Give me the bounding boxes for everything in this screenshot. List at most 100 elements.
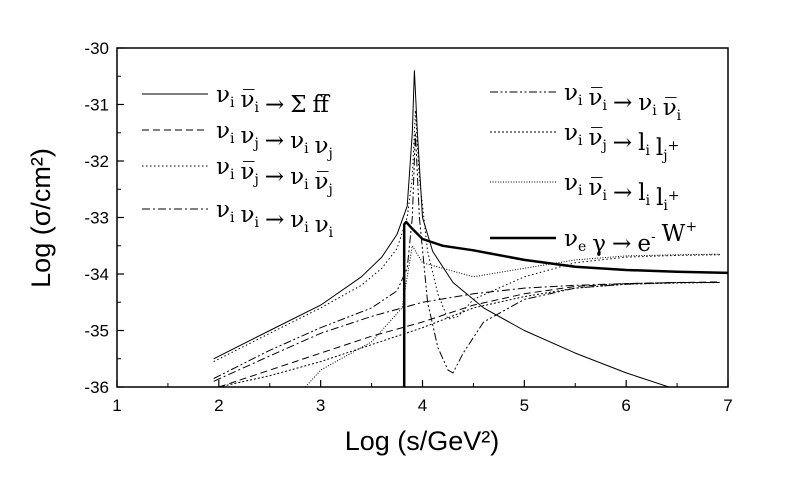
legend-symbol: → [612,231,631,257]
series-layer [213,70,728,387]
x-tick-label: 3 [316,396,325,415]
legend-subscript: i [602,188,607,204]
y-tick-label: -30 [84,39,109,58]
legend-symbol: ν̅ [315,169,329,195]
legend-symbol: ν [216,197,230,223]
legend-symbol: ν [315,133,329,159]
legend-entry-s3: νi ν̅j → νi ν̅j [142,154,333,198]
legend-subscript: j [327,146,333,162]
x-tick-label: 6 [621,396,630,415]
legend-entry-s5: νi ν̅i → νi ν̅i [490,80,682,124]
legend-subscript: i [304,220,309,236]
legend-symbol: ν̅ [588,85,602,111]
legend-entry-s1: νiν̅i→Σff̅ [142,82,330,118]
legend-symbol: ν [564,170,578,196]
legend-subscript: i [329,225,334,241]
legend-symbol: ν̅ [240,87,254,113]
legend-symbol: l [656,135,663,161]
y-tick-label: -31 [84,96,109,115]
legend-symbol: ν [290,164,304,190]
legend-symbol: Σ [290,92,306,118]
x-tick-label: 1 [112,396,121,415]
legend-subscript: i [304,141,309,157]
x-tick-label: 5 [520,396,529,415]
legend-subscript: i [254,100,259,116]
legend-symbol: W [662,221,686,247]
legend-subscript: i [578,183,583,199]
legend-symbol: ν [216,154,230,180]
y-tick-label: -36 [84,378,109,397]
legend-symbol: ν̅ [240,159,254,185]
legend-symbol: γ [592,231,606,257]
legend-symbol: ν [240,202,254,228]
legend-symbol: → [265,207,284,233]
legend-label: νi νj → νi νj [216,118,333,162]
y-tick-label: -35 [84,322,109,341]
legend-symbol: f [312,92,330,118]
legend-symbol: ν̅ [663,95,677,121]
legend-symbol: ν [564,80,578,106]
legend-symbol: → [265,128,284,154]
legend-subscript: j [661,148,667,164]
legend-label: νe γ → e- W+ [564,219,697,257]
legend-superscript: + [668,188,680,204]
legend-superscript: + [685,219,697,235]
legend-entry-s2: νi νj → νi νj [142,118,333,162]
legend-superscript: - [651,229,656,245]
legend-symbol: l [638,180,645,206]
legend-subscript: i [230,95,235,111]
legend-label: νi ν̅i → νi ν̅i [564,80,682,124]
legend-symbol: l [656,185,663,211]
series-line-s4 [213,282,720,382]
legend-symbol: ν [564,120,578,146]
legend-symbol: → [265,92,284,118]
y-axis-label: Log (σ/cm²) [26,148,56,288]
legend-label: νi ν̅j → li lj+ [564,120,679,164]
series-line-s5 [213,132,720,379]
legend-subscript: j [252,136,258,152]
legend-subscript: i [645,143,650,159]
series-line-s2 [218,281,720,387]
series-line-s8 [402,220,728,387]
legend-symbol: ν [240,123,254,149]
x-tick-labels: 1 2 3 4 5 6 7 [112,396,732,415]
legend-entry-s4: νi νi → νi νi [142,197,334,241]
legend: νiν̅i→Σff̅νiνj→νiνjνiν̅j→νiν̅jνiνi→νiνiν… [142,80,697,257]
legend-symbol: e [637,231,651,257]
y-tick-label: -34 [84,265,109,284]
legend-symbol: ν [315,212,329,238]
y-tick-label: -33 [84,209,109,228]
y-tick-labels: -30 -31 -32 -33 -34 -35 -36 [84,39,109,397]
legend-label: νi ν̅j → νi ν̅j [216,154,333,198]
legend-symbol: ν̅ [588,125,602,151]
x-tick-label: 4 [418,396,427,415]
legend-subscript: i [602,98,607,114]
legend-subscript: i [646,193,651,209]
legend-symbol: ν̅ [588,175,602,201]
legend-label: νi ν̅i → li li+ [564,170,680,214]
x-tick-label: 7 [723,396,732,415]
legend-symbol: ν [290,207,304,233]
legend-subscript: i [652,103,657,119]
legend-entry-s7: νi ν̅i → li li+ [490,170,680,214]
legend-symbol: → [613,180,632,206]
legend-label: νiν̅i→Σff̅ [216,82,330,118]
legend-symbol: → [613,90,632,116]
legend-symbol: l [638,130,645,156]
legend-entry-s6: νi ν̅j → li lj+ [490,120,679,164]
legend-subscript: i [578,133,583,149]
legend-subscript: j [252,172,258,188]
legend-symbol: ν [638,90,652,116]
legend-symbol: ν [564,226,578,252]
legend-subscript: e [578,239,586,255]
legend-subscript: j [327,182,333,198]
axis-ticks [116,47,729,388]
legend-subscript: i [230,167,235,183]
legend-subscript: j [600,138,606,154]
legend-entry-s8: νe γ → e- W+ [490,219,697,257]
legend-symbol: ν [216,82,230,108]
legend-label: νi νi → νi νi [216,197,334,241]
legend-superscript: + [668,138,680,154]
legend-symbol: → [613,130,632,156]
